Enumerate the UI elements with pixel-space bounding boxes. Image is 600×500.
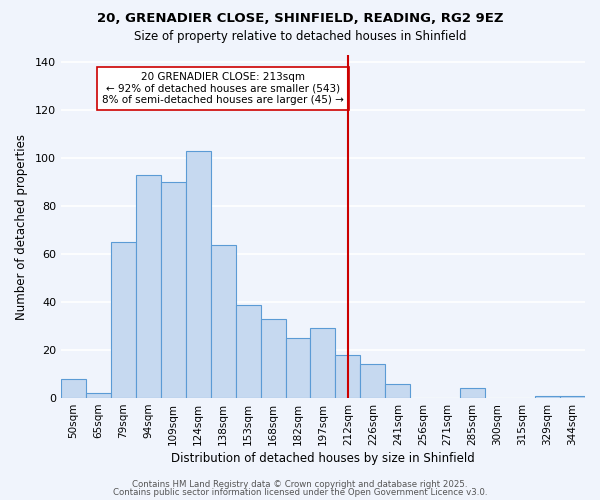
Bar [535, 396, 560, 398]
Bar [86, 394, 111, 398]
Bar [460, 388, 485, 398]
Text: 20 GRENADIER CLOSE: 213sqm
← 92% of detached houses are smaller (543)
8% of semi: 20 GRENADIER CLOSE: 213sqm ← 92% of deta… [102, 72, 344, 105]
X-axis label: Distribution of detached houses by size in Shinfield: Distribution of detached houses by size … [171, 452, 475, 465]
Y-axis label: Number of detached properties: Number of detached properties [15, 134, 28, 320]
Bar [136, 175, 161, 398]
Bar [211, 244, 236, 398]
Text: Contains HM Land Registry data © Crown copyright and database right 2025.: Contains HM Land Registry data © Crown c… [132, 480, 468, 489]
Bar [560, 396, 585, 398]
Bar [286, 338, 310, 398]
Bar [361, 364, 385, 398]
Bar [385, 384, 410, 398]
Bar [186, 151, 211, 398]
Text: Size of property relative to detached houses in Shinfield: Size of property relative to detached ho… [134, 30, 466, 43]
Bar [111, 242, 136, 398]
Bar [310, 328, 335, 398]
Text: 20, GRENADIER CLOSE, SHINFIELD, READING, RG2 9EZ: 20, GRENADIER CLOSE, SHINFIELD, READING,… [97, 12, 503, 26]
Bar [335, 355, 361, 398]
Bar [236, 304, 260, 398]
Text: Contains public sector information licensed under the Open Government Licence v3: Contains public sector information licen… [113, 488, 487, 497]
Bar [260, 319, 286, 398]
Bar [61, 379, 86, 398]
Bar [161, 182, 186, 398]
